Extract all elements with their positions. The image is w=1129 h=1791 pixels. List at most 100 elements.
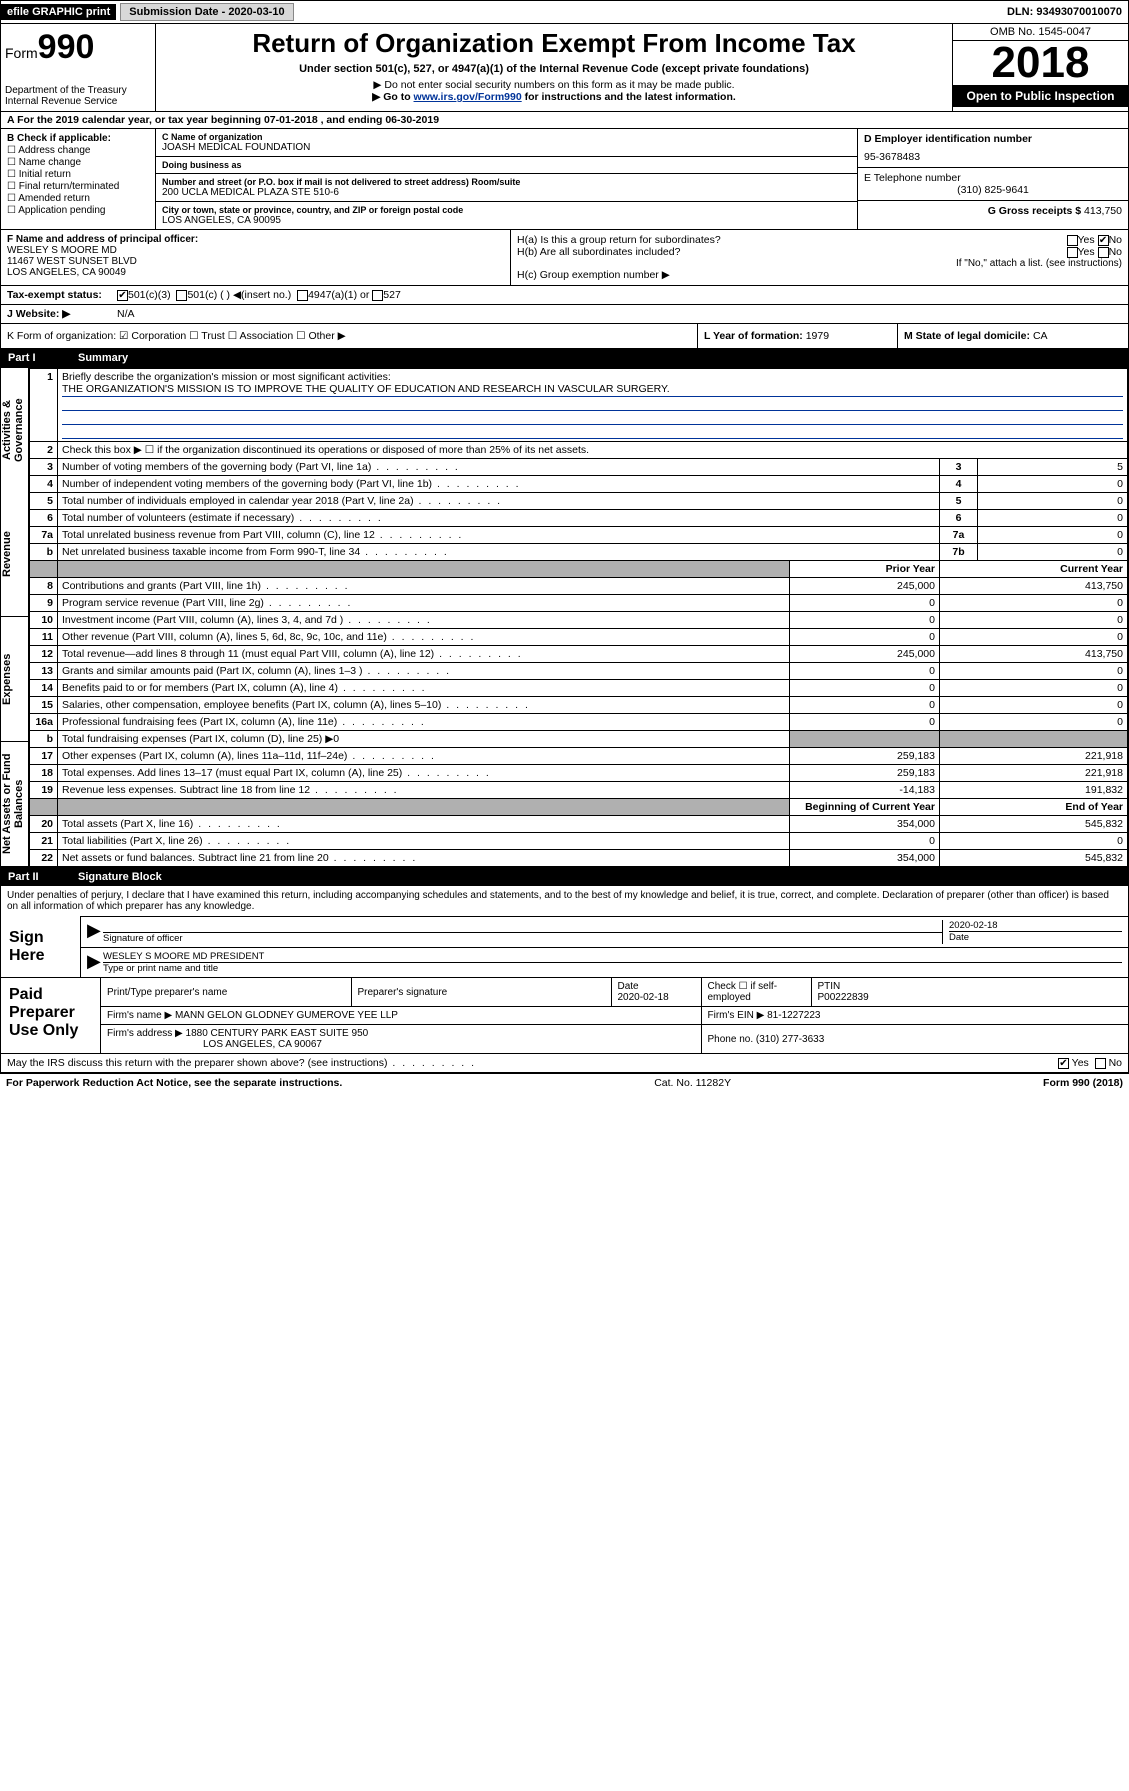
officer-name: WESLEY S MOORE MD <box>7 245 504 256</box>
discuss-yes[interactable] <box>1058 1058 1069 1069</box>
dln-label: DLN: 93493070010070 <box>1007 6 1128 18</box>
h-a-no[interactable] <box>1098 235 1109 246</box>
org-name-label: C Name of organization <box>162 132 851 142</box>
self-employed[interactable]: Check ☐ if self-employed <box>701 978 811 1007</box>
h-b-no[interactable] <box>1098 247 1109 258</box>
chk-name-change[interactable]: ☐ Name change <box>7 157 149 168</box>
tax-year: 2018 <box>953 41 1128 85</box>
tel-label: E Telephone number <box>864 172 1122 184</box>
discuss-row: May the IRS discuss this return with the… <box>0 1054 1129 1073</box>
box-d-e-g: D Employer identification number 95-3678… <box>858 129 1128 229</box>
perjury-text: Under penalties of perjury, I declare th… <box>1 886 1128 916</box>
chk-4947[interactable] <box>297 290 308 301</box>
dept-label: Department of the Treasury Internal Reve… <box>5 85 151 107</box>
box-f: F Name and address of principal officer:… <box>1 230 511 285</box>
tel-row: E Telephone number (310) 825-9641 <box>858 168 1128 201</box>
footer-right: Form 990 (2018) <box>1043 1077 1123 1089</box>
box-b: B Check if applicable: ☐ Address change … <box>1 129 156 229</box>
street-row: Number and street (or P.O. box if mail i… <box>156 174 857 202</box>
chk-amended[interactable]: ☐ Amended return <box>7 193 149 204</box>
paid-preparer-block: Paid Preparer Use Only Print/Type prepar… <box>0 978 1129 1054</box>
firm-ein-row: Firm's EIN ▶ 81-1227223 <box>701 1007 1128 1025</box>
form-990-label: Form990 <box>5 28 151 67</box>
sign-body: ▶ Signature of officer 2020-02-18 Date ▶… <box>81 916 1128 977</box>
h-b-row: H(b) Are all subordinates included? Yes … <box>517 246 1122 258</box>
h-a-row: H(a) Is this a group return for subordin… <box>517 234 1122 246</box>
chk-address-change[interactable]: ☐ Address change <box>7 145 149 156</box>
form-header: Form990 Department of the Treasury Inter… <box>0 24 1129 112</box>
gross-label: G Gross receipts $ <box>988 205 1081 217</box>
chk-501c3[interactable] <box>117 290 128 301</box>
page-footer: For Paperwork Reduction Act Notice, see … <box>0 1073 1129 1092</box>
dba-row: Doing business as <box>156 157 857 174</box>
street-label: Number and street (or P.O. box if mail i… <box>162 177 851 187</box>
officer-addr1: 11467 WEST SUNSET BLVD <box>7 256 504 267</box>
city-label: City or town, state or province, country… <box>162 205 851 215</box>
footer-left: For Paperwork Reduction Act Notice, see … <box>6 1077 342 1089</box>
sig-date-label: Date <box>949 931 1122 943</box>
f-h-block: F Name and address of principal officer:… <box>0 230 1129 286</box>
officer-addr2: LOS ANGELES, CA 90049 <box>7 267 504 278</box>
chk-final-return[interactable]: ☐ Final return/terminated <box>7 181 149 192</box>
h-a-yes[interactable] <box>1067 235 1078 246</box>
part-1-num: Part I <box>8 352 78 364</box>
vtab-revenue: Revenue <box>1 492 28 617</box>
org-name-row: C Name of organization JOASH MEDICAL FOU… <box>156 129 857 157</box>
preparer-name-hdr: Print/Type preparer's name <box>101 978 351 1007</box>
discuss-no[interactable] <box>1095 1058 1106 1069</box>
chk-application-pending[interactable]: ☐ Application pending <box>7 205 149 216</box>
box-l: L Year of formation: 1979 <box>698 324 898 348</box>
note2-pre: ▶ Go to <box>372 91 413 103</box>
city-row: City or town, state or province, country… <box>156 202 857 229</box>
ein-row: D Employer identification number 95-3678… <box>858 129 1128 168</box>
org-name: JOASH MEDICAL FOUNDATION <box>162 142 851 153</box>
box-m: M State of legal domicile: CA <box>898 324 1128 348</box>
part-2-num: Part II <box>8 871 78 883</box>
firm-phone-row: Phone no. (310) 277-3633 <box>701 1025 1128 1054</box>
tel-value: (310) 825-9641 <box>864 184 1122 196</box>
efile-top-bar: efile GRAPHIC print Submission Date - 20… <box>0 0 1129 24</box>
gross-row: G Gross receipts $ 413,750 <box>858 201 1128 221</box>
form990-link[interactable]: www.irs.gov/Form990 <box>414 91 522 103</box>
officer-sig-label: Signature of officer <box>103 932 942 944</box>
arrow-icon: ▶ <box>87 920 103 944</box>
sign-here-label: Sign Here <box>1 916 81 977</box>
efile-label[interactable]: efile GRAPHIC print <box>1 4 116 20</box>
discuss-question: May the IRS discuss this return with the… <box>7 1057 476 1069</box>
sig-date: 2020-02-18 <box>949 920 1122 931</box>
box-k: K Form of organization: ☑ Corporation ☐ … <box>1 324 698 348</box>
ptin-cell: PTINP00222839 <box>811 978 1128 1007</box>
h-b-note: If "No," attach a list. (see instruction… <box>517 258 1122 269</box>
header-mid: Return of Organization Exempt From Incom… <box>156 24 953 111</box>
preparer-sig-hdr: Preparer's signature <box>351 978 611 1007</box>
header-right: OMB No. 1545-0047 2018 Open to Public In… <box>953 24 1128 111</box>
h-a-label: H(a) Is this a group return for subordin… <box>517 234 721 246</box>
summary-block: Activities & Governance Revenue Expenses… <box>0 367 1129 868</box>
header-left: Form990 Department of the Treasury Inter… <box>1 24 156 111</box>
info-block: B Check if applicable: ☐ Address change … <box>0 129 1129 230</box>
officer-name-label: Type or print name and title <box>103 963 1122 974</box>
ein-value: 95-3678483 <box>864 151 1122 163</box>
open-inspection: Open to Public Inspection <box>953 85 1128 107</box>
street-value: 200 UCLA MEDICAL PLAZA STE 510-6 <box>162 187 851 198</box>
h-b-label: H(b) Are all subordinates included? <box>517 246 680 258</box>
city-value: LOS ANGELES, CA 90095 <box>162 215 851 226</box>
part-2-header: Part II Signature Block <box>0 868 1129 886</box>
chk-initial-return[interactable]: ☐ Initial return <box>7 169 149 180</box>
h-c-label: H(c) Group exemption number ▶ <box>517 269 1122 281</box>
box-h: H(a) Is this a group return for subordin… <box>511 230 1128 285</box>
officer-sig-row: ▶ Signature of officer 2020-02-18 Date <box>81 916 1128 947</box>
form-prefix: Form <box>5 45 38 61</box>
summary-table: 1Briefly describe the organization's mis… <box>29 368 1128 867</box>
vtab-governance: Activities & Governance <box>1 368 28 492</box>
h-b-yes[interactable] <box>1067 247 1078 258</box>
footer-mid: Cat. No. 11282Y <box>342 1077 1043 1089</box>
box-c: C Name of organization JOASH MEDICAL FOU… <box>156 129 858 229</box>
website-label: J Website: ▶ <box>7 308 117 320</box>
chk-501c[interactable] <box>176 290 187 301</box>
box-f-label: F Name and address of principal officer: <box>7 234 504 245</box>
paid-table: Print/Type preparer's name Preparer's si… <box>101 978 1128 1053</box>
tax-period-row: A For the 2019 calendar year, or tax yea… <box>0 112 1129 129</box>
chk-527[interactable] <box>372 290 383 301</box>
submission-date-button[interactable]: Submission Date - 2020-03-10 <box>120 3 293 21</box>
